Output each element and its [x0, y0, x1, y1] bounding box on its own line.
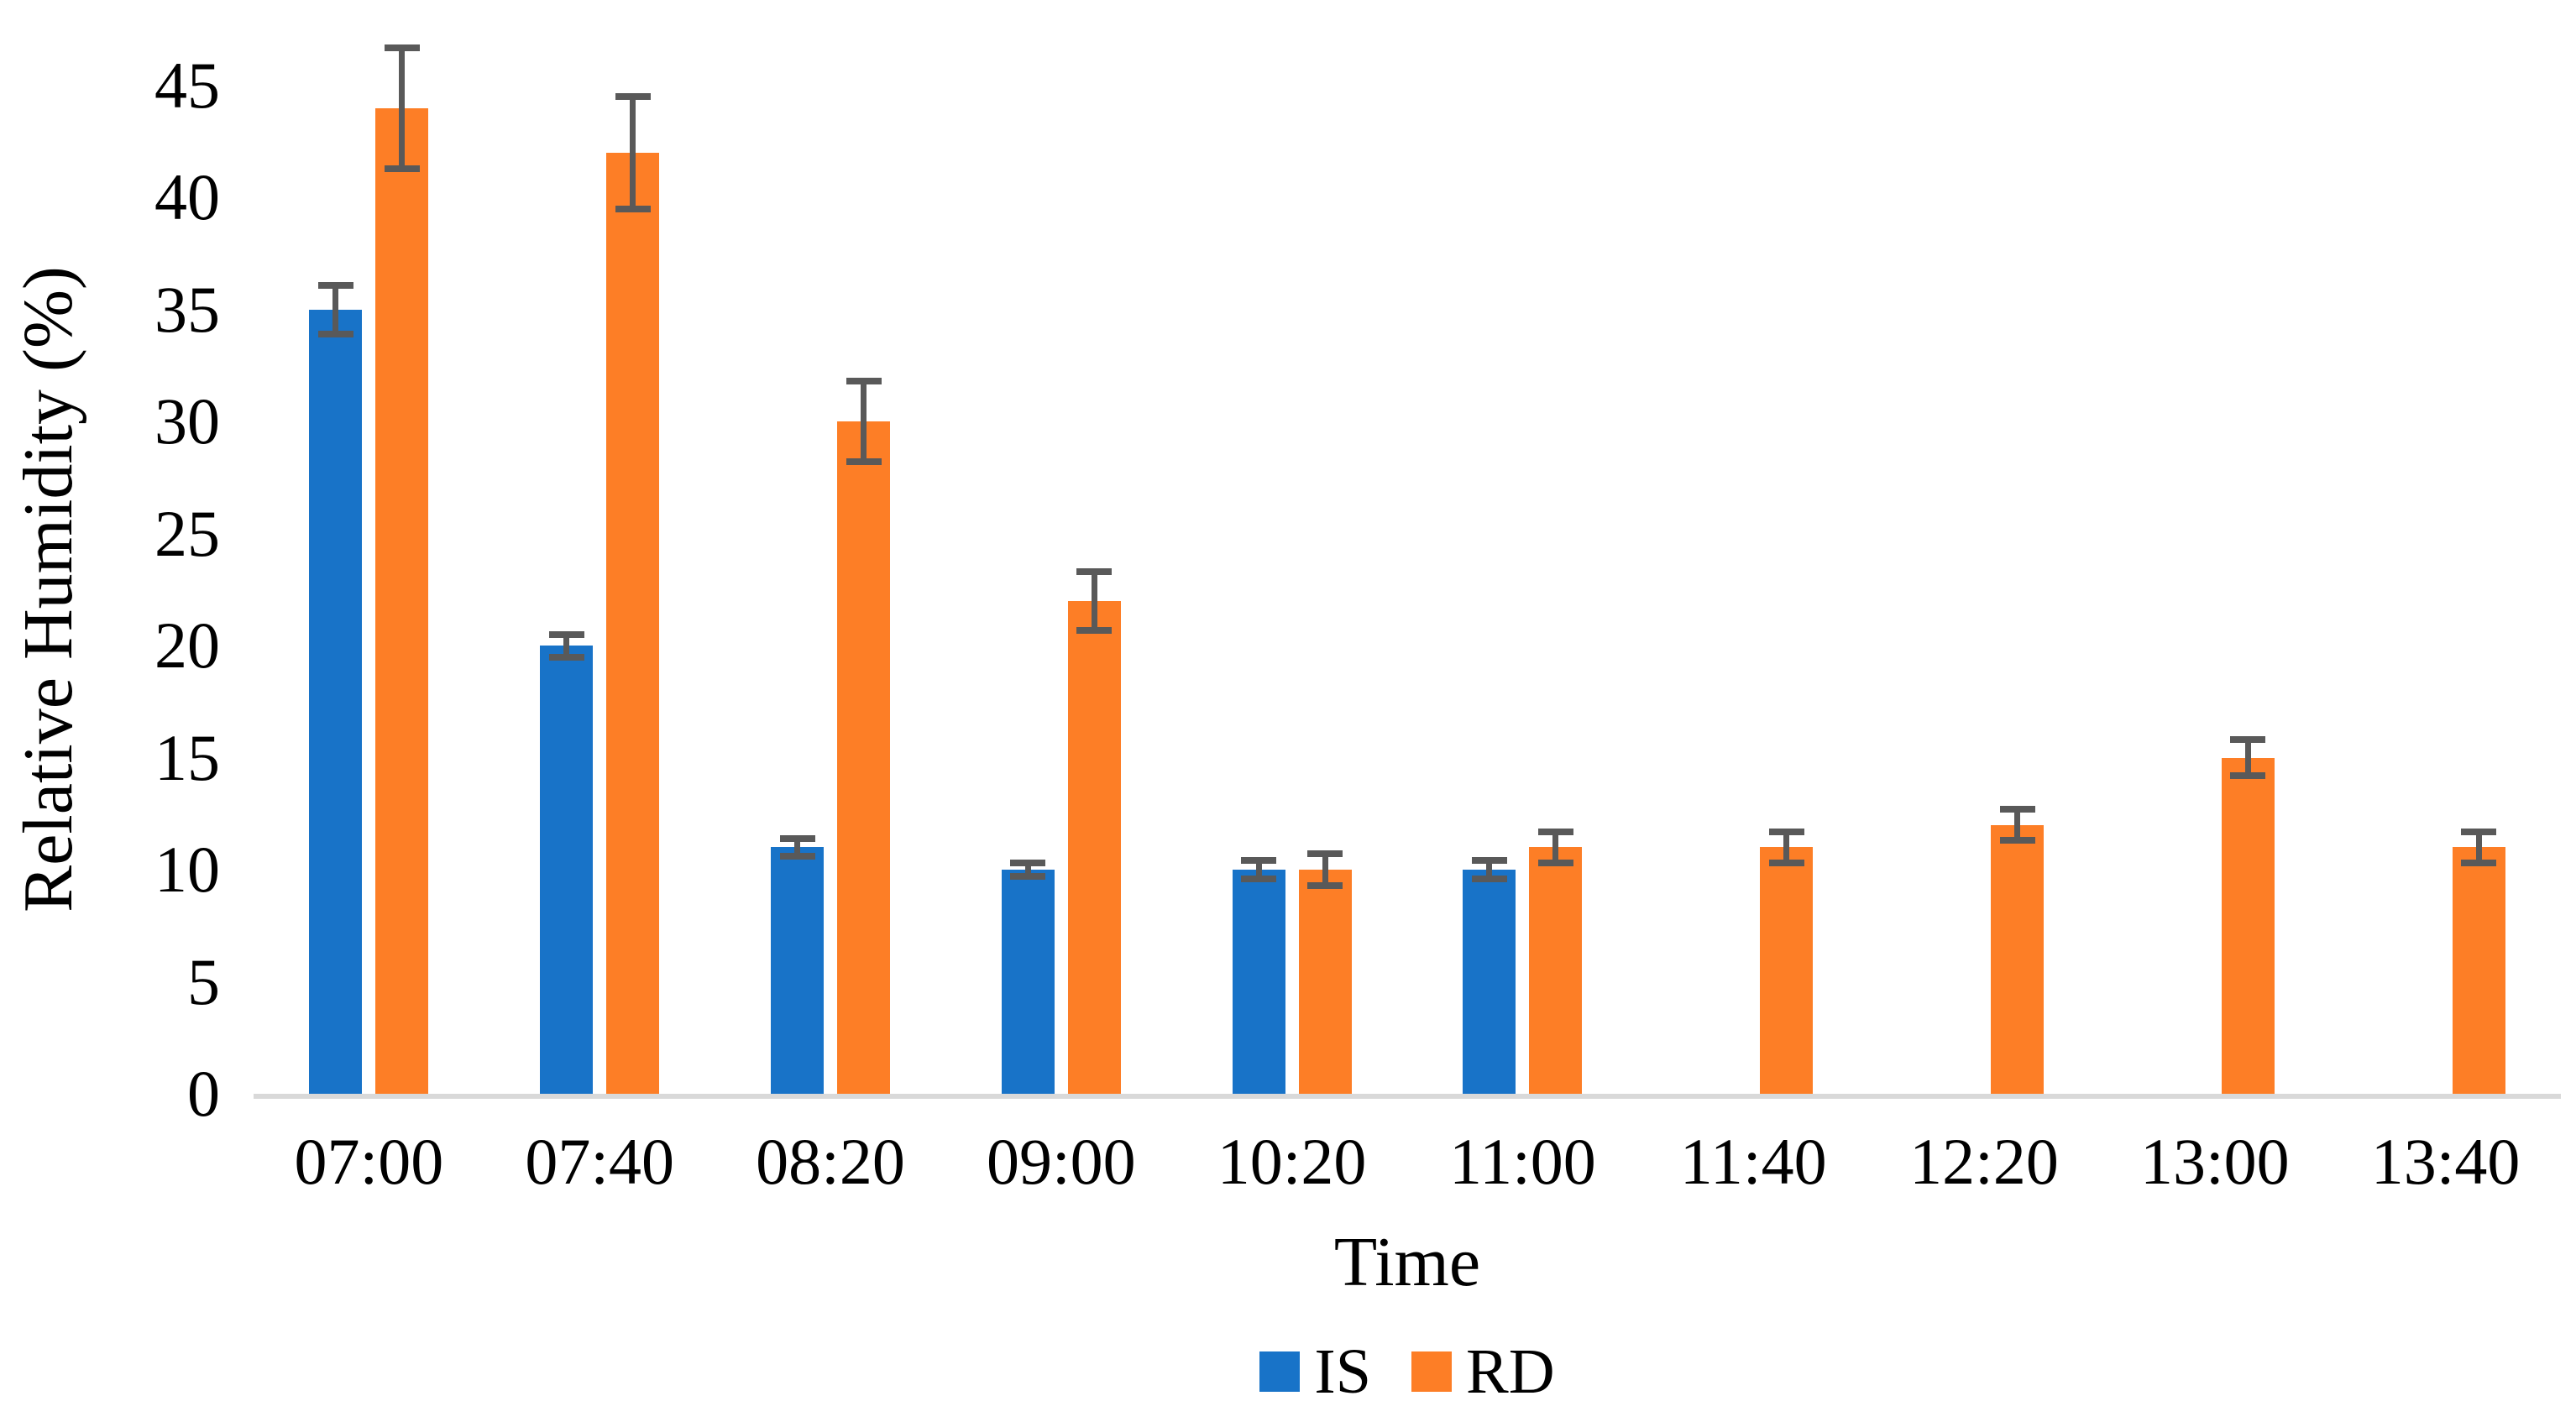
error-bar-is-10:20-cap-top — [1241, 857, 1277, 865]
error-bar-rd-07:40-line — [630, 97, 636, 209]
error-bar-is-09:00-cap-top — [1010, 860, 1046, 867]
error-bar-rd-07:40-cap-top — [615, 93, 651, 101]
error-bar-rd-10:20-line — [1322, 854, 1328, 886]
error-bar-rd-12:20-cap-top — [1999, 806, 2035, 813]
bar-is-10:20 — [1232, 870, 1285, 1094]
legend-swatch-is — [1259, 1351, 1301, 1392]
y-tick-label-25: 25 — [154, 496, 220, 570]
x-category-label-11:40: 11:40 — [1679, 1125, 1827, 1198]
error-bar-rd-08:20-line — [861, 381, 867, 463]
error-bar-is-09:00-cap-bottom — [1010, 873, 1046, 881]
bar-rd-09:00 — [1067, 600, 1121, 1094]
x-category-label-07:40: 07:40 — [525, 1125, 675, 1198]
error-bar-rd-11:40-cap-top — [1768, 828, 1804, 835]
error-bar-rd-13:40-cap-top — [2461, 828, 2497, 835]
y-tick-label-30: 30 — [154, 384, 220, 458]
x-category-label-10:20: 10:20 — [1217, 1125, 1367, 1198]
bar-is-07:00 — [309, 309, 363, 1094]
error-bar-rd-13:40-line — [2475, 831, 2482, 864]
x-category-label-08:20: 08:20 — [756, 1125, 905, 1198]
bar-rd-11:00 — [1529, 847, 1583, 1094]
x-category-label-13:00: 13:00 — [2139, 1125, 2290, 1198]
plot-area — [254, 86, 2561, 1094]
error-bar-is-08:20-cap-top — [779, 834, 815, 842]
y-tick-label-20: 20 — [154, 609, 220, 682]
error-bar-is-08:20-cap-bottom — [779, 853, 815, 860]
error-bar-rd-11:00-line — [1552, 831, 1559, 864]
y-tick-label-40: 40 — [154, 160, 220, 234]
error-bar-rd-07:00-line — [399, 47, 406, 169]
error-bar-rd-11:40-cap-bottom — [1768, 860, 1804, 867]
error-bar-rd-09:00-cap-top — [1076, 568, 1113, 576]
bar-rd-13:00 — [2221, 757, 2275, 1094]
error-bar-is-07:40-cap-bottom — [548, 653, 584, 661]
y-tick-label-45: 45 — [154, 49, 220, 122]
error-bar-rd-07:00-cap-top — [384, 44, 420, 51]
bar-rd-07:00 — [375, 107, 429, 1094]
legend-label-rd: RD — [1466, 1336, 1555, 1407]
error-bar-rd-11:00-cap-top — [1537, 828, 1573, 835]
x-category-label-11:00: 11:00 — [1449, 1125, 1596, 1198]
legend-swatch-rd — [1411, 1351, 1452, 1392]
y-axis-title: Relative Humidity (%) — [9, 266, 87, 912]
legend: IS RD — [254, 1340, 2561, 1404]
error-bar-rd-10:20-cap-top — [1307, 850, 1343, 858]
x-axis-title: Time — [1333, 1223, 1481, 1301]
error-bar-is-07:00-cap-bottom — [317, 331, 353, 338]
error-bar-rd-09:00-cap-bottom — [1076, 626, 1113, 634]
x-category-label-13:40: 13:40 — [2370, 1125, 2521, 1198]
legend-label-is: IS — [1314, 1336, 1371, 1407]
error-bar-is-10:20-cap-bottom — [1241, 875, 1277, 882]
bar-rd-10:20 — [1298, 870, 1352, 1094]
error-bar-is-07:00-line — [332, 285, 339, 335]
y-tick-label-15: 15 — [154, 720, 220, 794]
error-bar-is-11:00-cap-top — [1471, 857, 1507, 865]
error-bar-rd-08:20-cap-top — [846, 378, 882, 385]
bar-is-08:20 — [771, 847, 824, 1094]
bar-is-09:00 — [1001, 870, 1055, 1094]
bar-rd-08:20 — [837, 421, 890, 1094]
error-bar-is-11:00-line — [1486, 860, 1493, 879]
error-bar-rd-13:00-line — [2244, 740, 2251, 776]
error-bar-is-09:00-line — [1024, 863, 1031, 877]
error-bar-rd-13:40-cap-bottom — [2461, 860, 2497, 867]
bar-rd-13:40 — [2452, 847, 2505, 1094]
error-bar-rd-11:00-cap-bottom — [1537, 860, 1573, 867]
error-bar-is-07:40-line — [563, 634, 570, 657]
x-category-label-07:00: 07:00 — [294, 1125, 444, 1198]
bar-rd-11:40 — [1760, 847, 1814, 1094]
error-bar-is-08:20-line — [794, 838, 800, 857]
error-bar-rd-12:20-cap-bottom — [1999, 837, 2035, 844]
error-bar-is-10:20-line — [1255, 860, 1262, 879]
x-axis-line — [254, 1094, 2561, 1099]
error-bar-rd-09:00-line — [1091, 572, 1097, 630]
y-tick-label-10: 10 — [154, 833, 220, 907]
x-category-label-09:00: 09:00 — [986, 1125, 1136, 1198]
error-bar-rd-12:20-line — [2014, 809, 2020, 841]
error-bar-rd-11:40-line — [1783, 831, 1790, 864]
legend-item-is: IS — [1259, 1340, 1371, 1404]
bar-rd-07:40 — [606, 153, 660, 1094]
error-bar-rd-13:00-cap-bottom — [2230, 772, 2266, 780]
error-bar-rd-10:20-cap-bottom — [1307, 881, 1343, 889]
y-tick-label-35: 35 — [154, 272, 220, 346]
error-bar-rd-07:40-cap-bottom — [615, 205, 651, 212]
bar-rd-12:20 — [1991, 824, 2044, 1094]
y-tick-label-5: 5 — [187, 944, 220, 1018]
error-bar-rd-08:20-cap-bottom — [846, 458, 882, 466]
bar-is-11:00 — [1463, 870, 1516, 1094]
error-bar-is-07:00-cap-top — [317, 281, 353, 289]
error-bar-is-11:00-cap-bottom — [1471, 875, 1507, 882]
y-tick-label-0: 0 — [187, 1057, 220, 1130]
legend-item-rd: RD — [1411, 1340, 1555, 1404]
x-category-label-12:20: 12:20 — [1909, 1125, 2059, 1198]
bar-is-07:40 — [540, 646, 594, 1094]
error-bar-rd-13:00-cap-top — [2230, 736, 2266, 744]
error-bar-rd-07:00-cap-bottom — [384, 165, 420, 172]
error-bar-is-07:40-cap-top — [548, 630, 584, 638]
